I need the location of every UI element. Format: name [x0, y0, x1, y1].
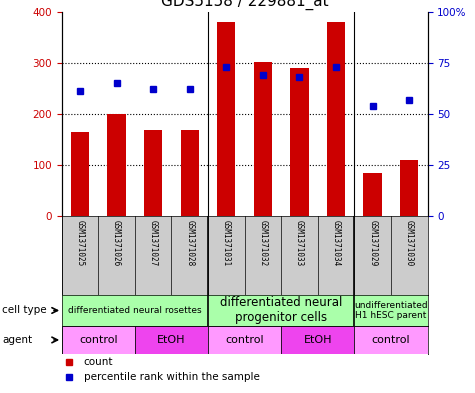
Bar — [354, 326, 428, 354]
Text: GSM1371028: GSM1371028 — [185, 220, 194, 266]
Bar — [71, 132, 89, 216]
Text: GSM1371033: GSM1371033 — [295, 220, 304, 266]
Bar — [208, 326, 281, 354]
Bar — [290, 68, 309, 216]
Bar — [254, 62, 272, 216]
Title: GDS5158 / 229881_at: GDS5158 / 229881_at — [161, 0, 328, 11]
Bar — [180, 130, 199, 216]
Text: control: control — [371, 335, 410, 345]
Bar — [107, 114, 126, 216]
Bar — [400, 160, 418, 216]
Bar — [217, 22, 236, 216]
Text: undifferentiated
H1 hESC parent: undifferentiated H1 hESC parent — [354, 301, 428, 320]
Text: GSM1371027: GSM1371027 — [149, 220, 158, 266]
Text: GSM1371029: GSM1371029 — [368, 220, 377, 266]
Text: GSM1371031: GSM1371031 — [222, 220, 231, 266]
Bar — [62, 326, 135, 354]
Text: percentile rank within the sample: percentile rank within the sample — [84, 372, 259, 382]
Text: control: control — [79, 335, 118, 345]
Text: count: count — [84, 356, 113, 367]
Bar — [135, 326, 208, 354]
Text: differentiated neural rosettes: differentiated neural rosettes — [68, 306, 202, 315]
Text: agent: agent — [2, 335, 32, 345]
Bar — [144, 130, 162, 216]
Text: GSM1371030: GSM1371030 — [405, 220, 414, 266]
Bar — [281, 326, 354, 354]
Bar — [327, 22, 345, 216]
Text: GSM1371025: GSM1371025 — [76, 220, 85, 266]
Text: differentiated neural
progenitor cells: differentiated neural progenitor cells — [220, 296, 342, 325]
Text: GSM1371026: GSM1371026 — [112, 220, 121, 266]
Text: control: control — [225, 335, 264, 345]
Text: EtOH: EtOH — [157, 335, 186, 345]
Text: GSM1371034: GSM1371034 — [332, 220, 341, 266]
Text: EtOH: EtOH — [304, 335, 332, 345]
Bar — [363, 173, 382, 216]
Text: GSM1371032: GSM1371032 — [258, 220, 267, 266]
Text: cell type: cell type — [2, 305, 47, 316]
